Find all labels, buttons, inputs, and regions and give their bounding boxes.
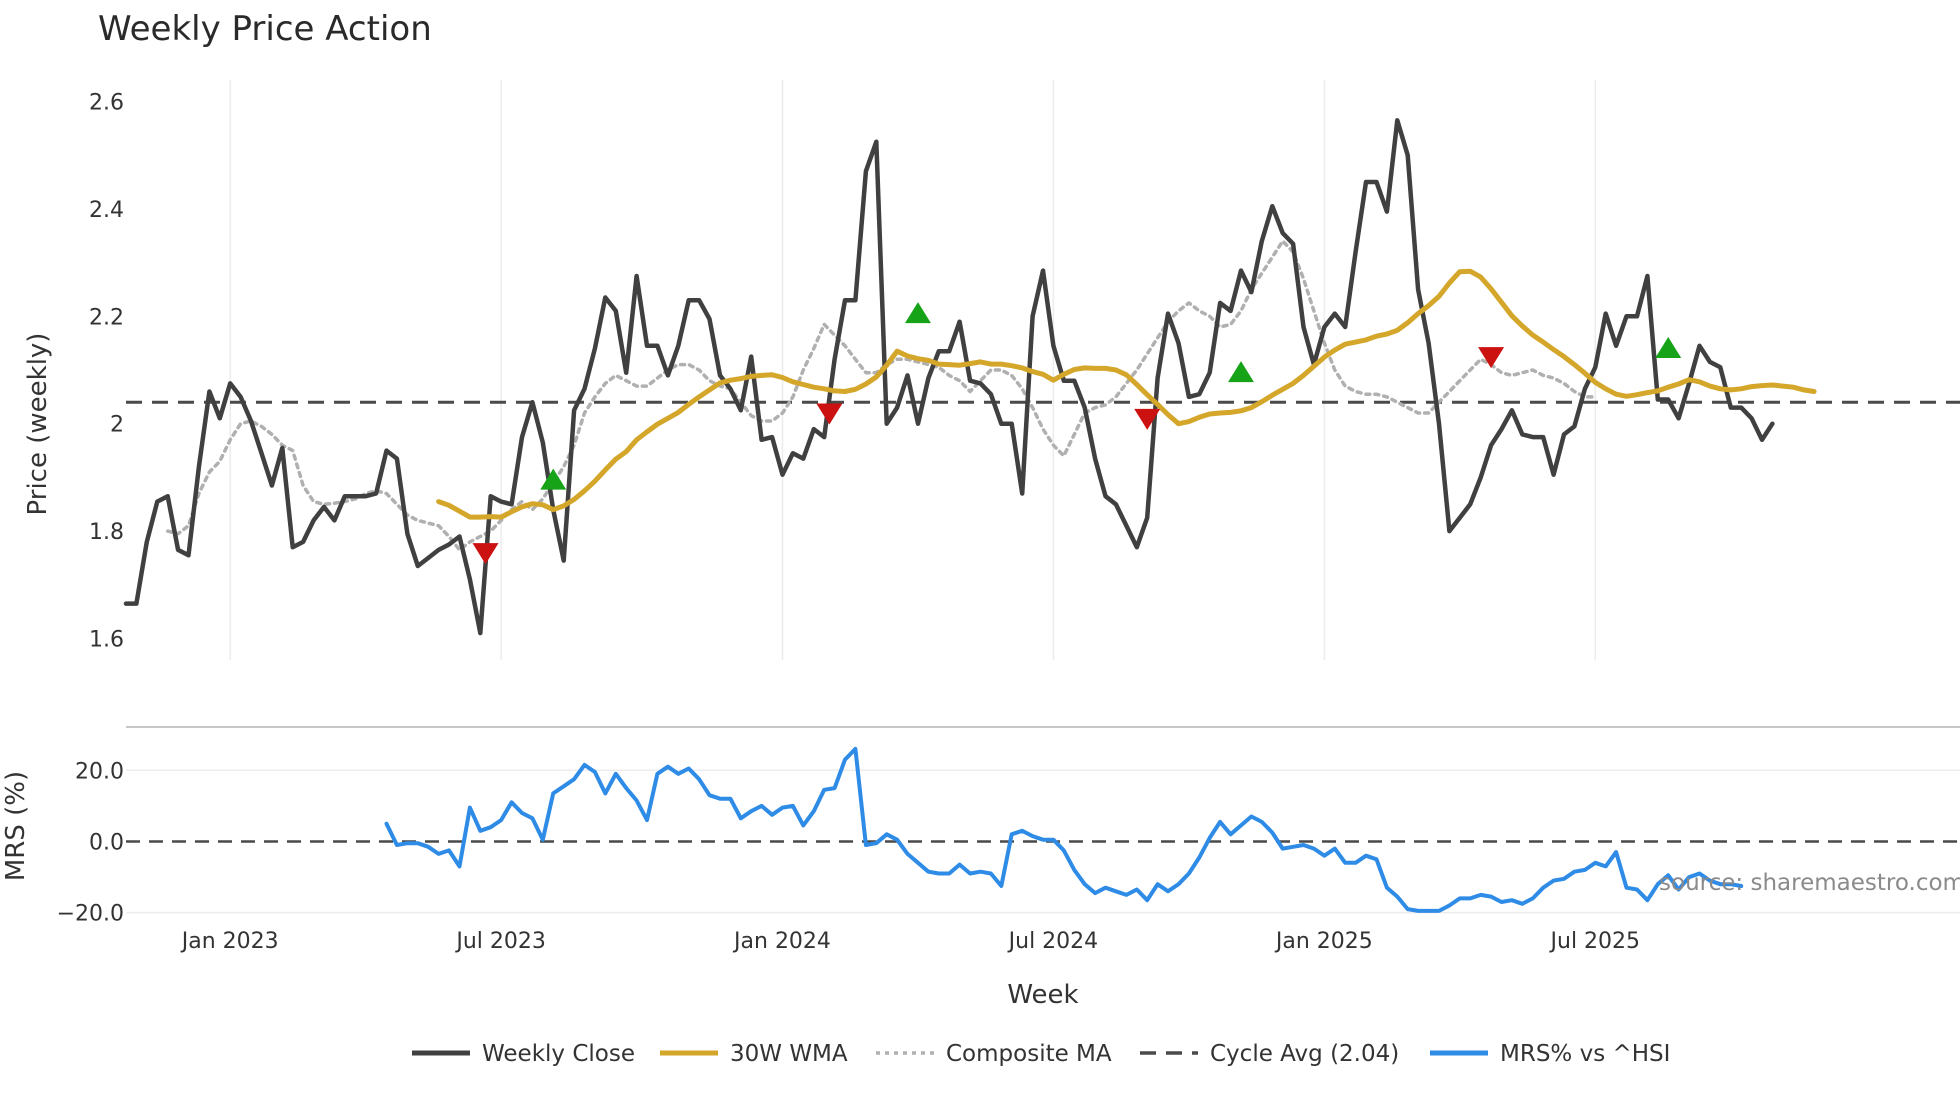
mrs-y-tick-0: −20.0 [57, 902, 124, 927]
price-y-tick-4: 2.4 [89, 198, 124, 223]
sell-marker-2 [816, 403, 843, 425]
series-mrs-vs-hsi [384, 746, 1744, 913]
mrs-y-tick-2: 20.0 [75, 759, 124, 784]
x-tick-jul-2023: Jul 2023 [454, 929, 546, 954]
mrs-y-axis-title: MRS (%) [1, 771, 31, 881]
series-30w-wma [436, 268, 1817, 520]
legend-item-weekly-close: Weekly Close [412, 1041, 635, 1067]
legend-item-mrs-vs-hsi: MRS% vs ^HSI [1430, 1041, 1670, 1067]
sell-marker-6 [1478, 347, 1505, 369]
legend-label-mrs-vs-hsi: MRS% vs ^HSI [1500, 1041, 1670, 1067]
price-y-tick-1: 1.8 [89, 520, 124, 545]
mrs-y-ticks: −20.0 0.0 20.0 [57, 759, 124, 926]
chart-title: Weekly Price Action [98, 9, 432, 49]
x-tick-jan-2023: Jan 2023 [180, 929, 279, 954]
source-label: source: sharemaestro.com [1659, 870, 1960, 896]
legend-label-cycle-avg-2-04: Cycle Avg (2.04) [1210, 1041, 1399, 1067]
buy-marker-7 [1655, 337, 1682, 359]
mrs-y-tick-1: 0.0 [89, 830, 124, 855]
price-series [123, 118, 1960, 636]
price-y-axis-title: Price (weekly) [23, 333, 53, 516]
price-panel: 1.6 1.8 2 2.2 2.4 2.6 Price (weekly) [23, 80, 1960, 660]
legend-label-30w-wma: 30W WMA [730, 1041, 848, 1067]
sell-marker-4 [1134, 408, 1161, 430]
x-axis-title: Week [1007, 980, 1078, 1010]
buy-marker-5 [1227, 361, 1254, 383]
buy-marker-3 [904, 302, 931, 324]
legend-item-30w-wma: 30W WMA [660, 1041, 848, 1067]
buy-marker-1 [540, 468, 567, 490]
mrs-gridlines [126, 769, 1960, 914]
x-tick-jul-2024: Jul 2024 [1007, 929, 1099, 954]
signal-markers [472, 302, 1682, 565]
x-axis-ticks: Jan 2023 Jul 2023 Jan 2024 Jul 2024 Jan 2025… [180, 929, 1640, 954]
mrs-series [384, 746, 1744, 913]
sell-marker-0 [472, 543, 499, 565]
mrs-panel: −20.0 0.0 20.0 MRS (%) source: sharemaestr… [1, 746, 1960, 1010]
price-y-tick-3: 2.2 [89, 305, 124, 330]
legend-item-cycle-avg-2-04: Cycle Avg (2.04) [1140, 1041, 1399, 1067]
x-tick-jan-2025: Jan 2025 [1274, 929, 1373, 954]
price-y-tick-0: 1.6 [89, 628, 124, 653]
x-tick-jul-2025: Jul 2025 [1549, 929, 1641, 954]
legend-item-composite-ma: Composite MA [876, 1041, 1112, 1067]
x-tick-jan-2024: Jan 2024 [732, 929, 831, 954]
price-y-tick-5: 2.6 [89, 90, 124, 115]
legend: Weekly Close 30W WMA Composite MA Cycle Avg… [412, 1041, 1670, 1067]
legend-label-weekly-close: Weekly Close [482, 1041, 635, 1067]
series-weekly-close [123, 118, 1775, 636]
price-y-tick-2: 2 [110, 413, 124, 438]
price-y-ticks: 1.6 1.8 2 2.2 2.4 2.6 [89, 90, 124, 652]
legend-label-composite-ma: Composite MA [946, 1041, 1112, 1067]
